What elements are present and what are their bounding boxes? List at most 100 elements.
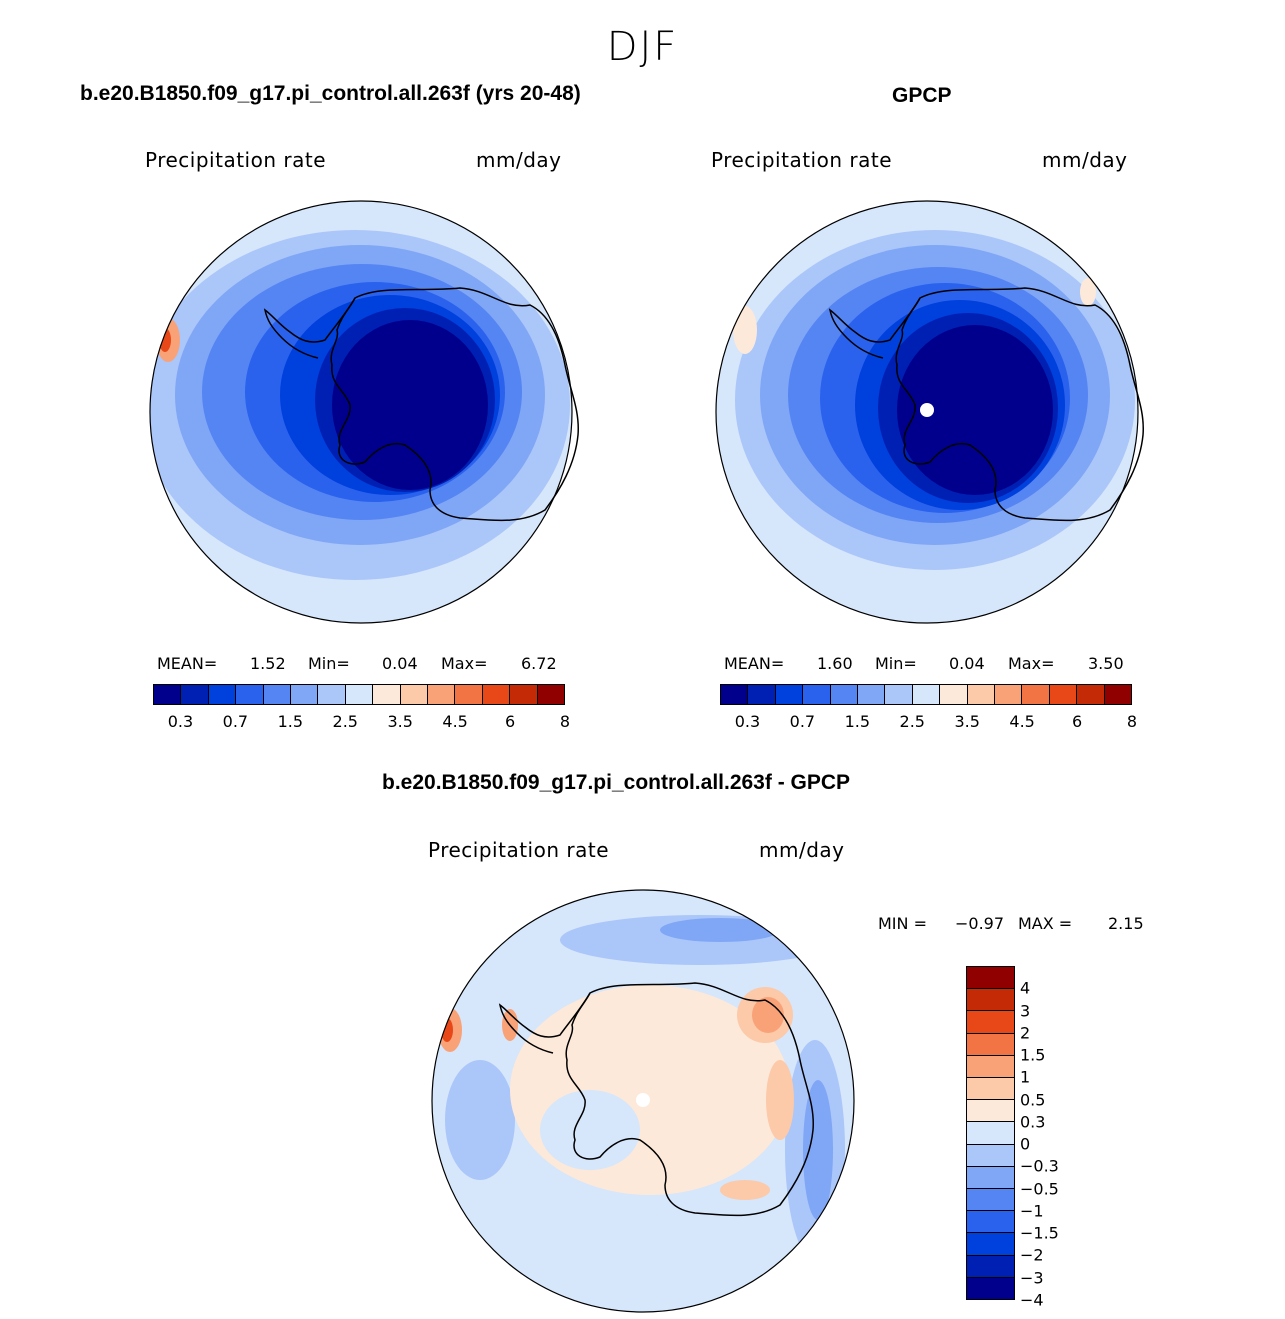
obs-min-label: Min= bbox=[875, 654, 917, 673]
diff-units-label: mm/day bbox=[759, 838, 845, 862]
colorbar-tick-label: 2.5 bbox=[899, 712, 925, 731]
colorbar-tick-label: 2 bbox=[1020, 1023, 1031, 1043]
model-case-title: b.e20.B1850.f09_g17.pi_control.all.263f … bbox=[80, 82, 581, 105]
colorbar-tick-label: 8 bbox=[559, 712, 571, 731]
colorbar-swatch bbox=[721, 685, 749, 704]
colorbar-swatch bbox=[858, 685, 886, 704]
colorbar-swatch bbox=[236, 685, 264, 704]
colorbar-swatch bbox=[967, 1277, 1014, 1300]
colorbar-swatch bbox=[345, 685, 374, 704]
colorbar-swatch bbox=[940, 685, 968, 704]
colorbar-swatch bbox=[967, 1144, 1014, 1167]
colorbar-swatch bbox=[967, 1100, 1014, 1123]
colorbar-swatch bbox=[537, 685, 565, 704]
colorbar-swatch bbox=[967, 1122, 1014, 1145]
colorbar-tick-label: 8 bbox=[1126, 712, 1138, 731]
colorbar-tick-label: 0.3 bbox=[1020, 1112, 1046, 1132]
model-map bbox=[149, 200, 580, 624]
model-mean-label: MEAN= bbox=[157, 654, 218, 673]
diff-map bbox=[431, 889, 855, 1313]
model-colorbar bbox=[153, 684, 565, 705]
colorbar-tick-label: −4 bbox=[1020, 1290, 1044, 1310]
colorbar-tick-label: 6 bbox=[504, 712, 516, 731]
colorbar-tick-label: 0.3 bbox=[734, 712, 761, 731]
colorbar-swatch bbox=[995, 685, 1023, 704]
colorbar-swatch bbox=[1104, 685, 1132, 704]
diff-colorbar bbox=[966, 966, 1015, 1300]
colorbar-tick-label: 0.3 bbox=[167, 712, 194, 731]
obs-case-title: GPCP bbox=[892, 84, 952, 107]
colorbar-swatch bbox=[967, 967, 1014, 990]
colorbar-tick-label: −0.5 bbox=[1020, 1179, 1059, 1199]
colorbar-swatch bbox=[428, 685, 456, 704]
model-min-value: 0.04 bbox=[382, 654, 418, 673]
colorbar-tick-label: 1.5 bbox=[844, 712, 871, 731]
colorbar-swatch bbox=[830, 685, 859, 704]
colorbar-tick-label: 1.5 bbox=[1020, 1045, 1046, 1065]
colorbar-swatch bbox=[263, 685, 292, 704]
colorbar-swatch bbox=[967, 1166, 1014, 1190]
colorbar-tick-label: 4.5 bbox=[442, 712, 468, 731]
diff-min-label: MIN = bbox=[878, 914, 927, 933]
colorbar-swatch bbox=[967, 1078, 1014, 1101]
colorbar-tick-label: 1.5 bbox=[277, 712, 304, 731]
obs-max-label: Max= bbox=[1008, 654, 1055, 673]
model-mean-value: 1.52 bbox=[250, 654, 286, 673]
colorbar-tick-label: −3 bbox=[1020, 1268, 1044, 1288]
colorbar-swatch bbox=[967, 1011, 1014, 1034]
colorbar-swatch bbox=[291, 685, 319, 704]
colorbar-tick-label: 3.5 bbox=[954, 712, 980, 731]
model-min-label: Min= bbox=[308, 654, 350, 673]
obs-map bbox=[715, 200, 1145, 624]
obs-max-value: 3.50 bbox=[1088, 654, 1124, 673]
colorbar-swatch bbox=[803, 685, 831, 704]
colorbar-swatch bbox=[373, 685, 401, 704]
colorbar-swatch bbox=[967, 1211, 1014, 1234]
diff-case-title: b.e20.B1850.f09_g17.pi_control.all.263f … bbox=[382, 771, 851, 794]
colorbar-swatch bbox=[967, 685, 996, 704]
obs-units-label: mm/day bbox=[1042, 148, 1128, 172]
page-title: DJF bbox=[606, 24, 679, 70]
colorbar-swatch bbox=[1022, 685, 1050, 704]
colorbar-swatch bbox=[208, 685, 237, 704]
colorbar-tick-label: 4 bbox=[1020, 978, 1031, 998]
colorbar-tick-label: 0 bbox=[1020, 1134, 1031, 1154]
colorbar-swatch bbox=[748, 685, 776, 704]
model-max-label: Max= bbox=[441, 654, 488, 673]
colorbar-swatch bbox=[400, 685, 429, 704]
diff-max-label: MAX = bbox=[1018, 914, 1073, 933]
diff-max-value: 2.15 bbox=[1108, 914, 1144, 933]
colorbar-swatch bbox=[967, 989, 1014, 1012]
colorbar-swatch bbox=[181, 685, 209, 704]
colorbar-swatch bbox=[482, 685, 511, 704]
colorbar-tick-label: 4.5 bbox=[1009, 712, 1035, 731]
colorbar-tick-label: 0.7 bbox=[222, 712, 249, 731]
model-max-value: 6.72 bbox=[521, 654, 557, 673]
model-units-label: mm/day bbox=[476, 148, 562, 172]
colorbar-tick-label: −1.5 bbox=[1020, 1223, 1059, 1243]
colorbar-swatch bbox=[967, 1189, 1014, 1212]
obs-variable-label: Precipitation rate bbox=[711, 148, 892, 172]
colorbar-tick-label: 6 bbox=[1071, 712, 1083, 731]
colorbar-swatch bbox=[318, 685, 346, 704]
colorbar-tick-label: 3.5 bbox=[387, 712, 413, 731]
colorbar-swatch bbox=[1049, 685, 1078, 704]
colorbar-tick-label: −2 bbox=[1020, 1245, 1044, 1265]
obs-colorbar bbox=[720, 684, 1132, 705]
diff-variable-label: Precipitation rate bbox=[428, 838, 609, 862]
colorbar-tick-label: 0.7 bbox=[789, 712, 816, 731]
colorbar-swatch bbox=[455, 685, 483, 704]
colorbar-swatch bbox=[967, 1033, 1014, 1056]
obs-mean-label: MEAN= bbox=[724, 654, 785, 673]
colorbar-swatch bbox=[967, 1233, 1014, 1256]
colorbar-swatch bbox=[510, 685, 538, 704]
diff-min-value: −0.97 bbox=[955, 914, 1005, 933]
obs-mean-value: 1.60 bbox=[817, 654, 853, 673]
obs-min-value: 0.04 bbox=[949, 654, 985, 673]
colorbar-tick-label: 0.5 bbox=[1020, 1090, 1046, 1110]
colorbar-tick-label: −0.3 bbox=[1020, 1156, 1059, 1176]
colorbar-tick-label: 3 bbox=[1020, 1001, 1031, 1021]
colorbar-swatch bbox=[912, 685, 941, 704]
colorbar-swatch bbox=[775, 685, 804, 704]
